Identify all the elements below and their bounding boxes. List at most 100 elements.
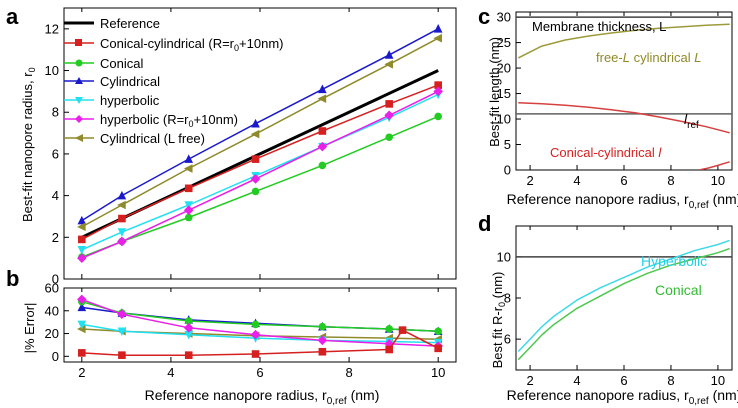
series-line [81,298,439,347]
legend-item-hyperbolic-r: hyperbolic (R=r0+10nm) [64,112,238,129]
y-tick-label: 8 [52,105,59,120]
series-2 [517,239,730,353]
legend-a: Reference Conical-cylindrical (R=r0+10nm… [64,16,283,146]
panel-a-ylabel: Best-fit nanopore radius, r0 [20,67,37,222]
legend-label-conical: Conical [100,56,143,71]
series-6 [77,86,443,263]
y-tick-label: 12 [45,21,59,36]
data-point [117,200,126,210]
plot-c: 2 4 6 8 10 0 5 10 15 20 25 30 [497,10,733,188]
series-2 [78,81,442,244]
y-tick-label: 2 [52,230,59,245]
data-point [77,222,86,232]
data-point [184,330,194,340]
series-line [81,306,439,333]
annotation-conical: Conical [655,282,702,298]
x-tick-label: 2 [78,365,85,380]
data-point [385,133,393,142]
data-point [318,161,327,170]
y-tick-label: 20 [45,326,59,341]
legend-label-cylindrical: Cylindrical [100,74,160,89]
y-tick-label: 4 [52,188,59,203]
data-point [77,302,87,312]
data-point [250,329,261,340]
series-3 [517,247,730,361]
data-point [318,347,327,356]
y-tick-label: 10 [497,249,511,264]
legend-label-reference: Reference [100,16,160,31]
y-tick-label: 8 [504,291,511,306]
data-point [434,112,442,121]
y-tick-label: 0 [504,163,511,178]
x-tick-label: 4 [573,173,580,188]
x-tick-label: 2 [526,173,533,188]
data-point [77,294,87,305]
panel-c: c 2 4 6 8 10 0 5 10 15 20 25 30 Best-fit length (nm… [478,4,738,211]
legend-item-cylindrical: Cylindrical [64,74,160,89]
series-6 [78,326,442,359]
series-line [517,239,730,353]
series-line [517,247,730,361]
data-point [183,205,194,216]
panel-letter-d: d [478,211,491,236]
annotation-conical-cylindrical: Conical-cylindrical l [550,145,662,160]
data-point [184,317,193,325]
data-point [251,187,260,196]
data-point [251,118,260,128]
data-point [251,320,260,329]
x-tick-label: 6 [256,365,263,380]
x-tick-label: 4 [573,373,580,388]
plot-a: 0 2 4 6 8 10 12 [45,7,457,287]
data-point [184,351,193,359]
plot-b: 2 4 6 8 10 0 20 40 60 [45,281,457,380]
data-point [385,100,393,108]
data-point [77,253,87,263]
y-tick-label: 10 [497,112,511,127]
plot-d: 2 4 6 8 10 6 8 10 [497,225,733,388]
data-point [434,327,442,336]
series-line [81,84,439,241]
panel-letter-b: b [6,266,19,291]
data-point [384,59,393,69]
panel-d-ylabel: Best fit R-r0 (nm) [490,272,507,369]
x-tick-label: 6 [620,373,627,388]
data-point [250,174,261,184]
y-tick-label: 25 [497,35,511,50]
data-point [117,236,127,247]
data-point [384,50,394,59]
legend-label-hyperbolic-r: hyperbolic (R=r0+10nm) [100,112,238,129]
y-tick-label: 15 [497,86,511,101]
legend-label-cylindrical-l-free: Cylindrical (L free) [100,131,205,146]
data-point [78,235,86,244]
data-point [250,129,260,139]
data-point [433,86,443,97]
data-point [183,164,193,173]
y-tick-label: 0 [52,349,59,364]
legend-item-conical-cylindrical: Conical-cylindrical (R=r0+10nm) [64,36,283,53]
series-line [81,323,439,344]
panel-b-ylabel: |% Error| [22,303,37,354]
legend-label-conical-cylindrical: Conical-cylindrical (R=r0+10nm) [100,36,283,53]
series-line [517,23,730,59]
y-tick-label: 40 [45,303,59,318]
data-point [433,24,443,33]
data-point [384,338,394,349]
series-3 [517,23,730,59]
panel-b-xlabel: Reference nanopore radius, r0,ref (nm) [145,387,380,407]
data-point [434,81,442,89]
data-point [385,345,393,354]
data-point [251,350,260,358]
x-tick-label: 10 [711,173,725,188]
series-5 [698,161,730,170]
data-point [77,320,87,330]
y-tick-label: 60 [45,281,59,296]
data-point [117,309,127,319]
x-tick-label: 6 [620,173,627,188]
annotation-l-ref: lref [684,111,699,131]
plot-frame [515,225,733,371]
data-point [184,213,193,222]
legend-item-conical: Conical [64,56,143,71]
y-tick-label: 30 [497,10,511,25]
legend-item-cylindrical-l-free: Cylindrical (L free) [64,131,205,146]
y-tick-label: 5 [504,137,511,152]
